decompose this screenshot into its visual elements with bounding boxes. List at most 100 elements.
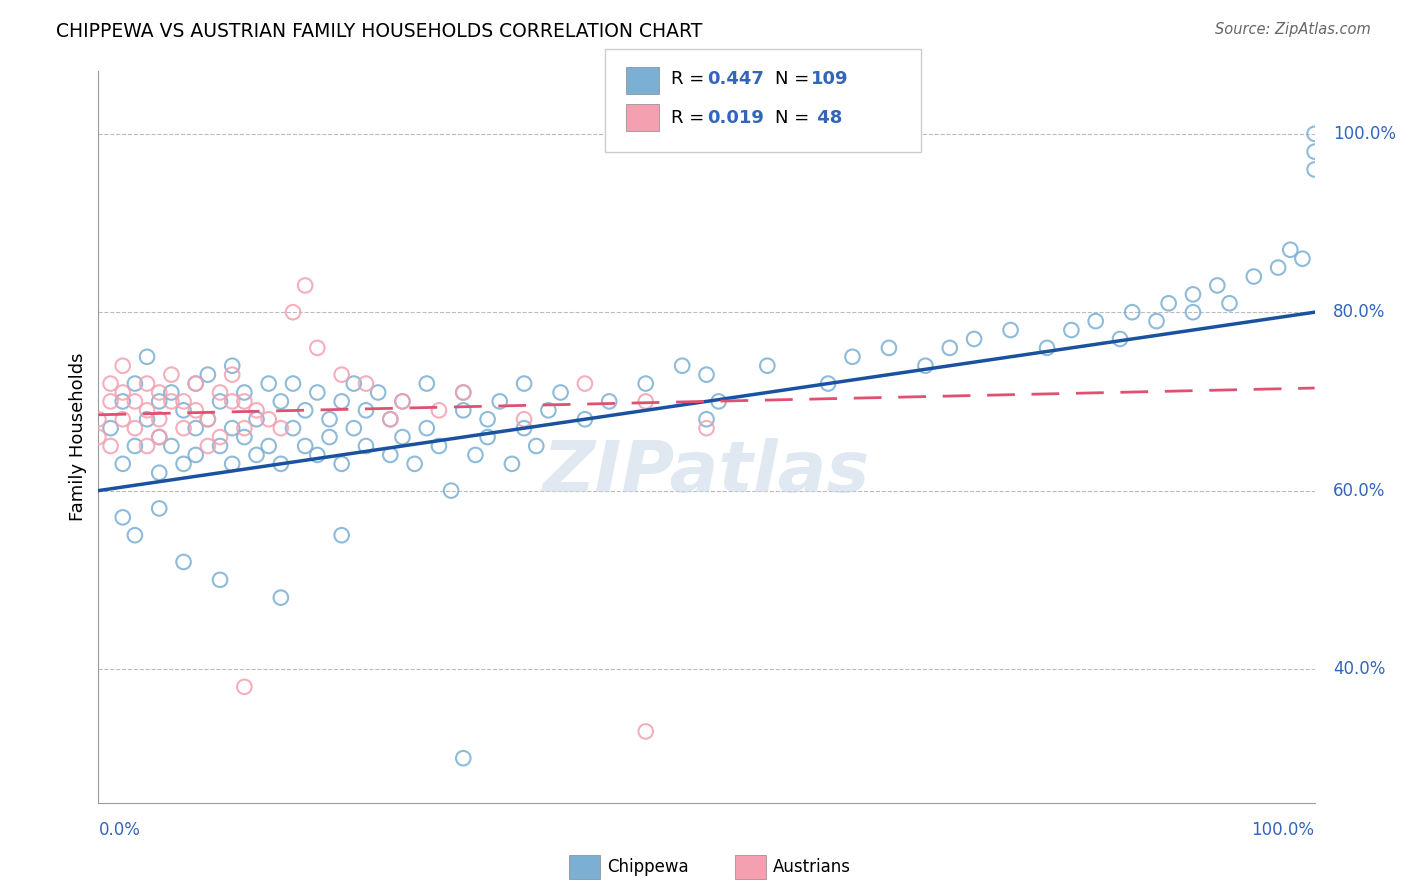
Text: Austrians: Austrians bbox=[773, 858, 851, 876]
Point bbox=[257, 412, 280, 426]
Point bbox=[245, 448, 267, 462]
Point bbox=[343, 376, 366, 391]
Point bbox=[1303, 145, 1326, 159]
Point bbox=[537, 403, 560, 417]
Point bbox=[221, 421, 243, 435]
Point bbox=[136, 412, 159, 426]
Point bbox=[501, 457, 523, 471]
Point bbox=[221, 368, 243, 382]
Point bbox=[148, 394, 170, 409]
Point bbox=[160, 385, 183, 400]
Point bbox=[1121, 305, 1143, 319]
Point bbox=[1000, 323, 1022, 337]
Point bbox=[233, 680, 256, 694]
Point bbox=[464, 448, 486, 462]
Point bbox=[453, 385, 475, 400]
Point bbox=[574, 376, 596, 391]
Point bbox=[233, 394, 256, 409]
Point bbox=[1084, 314, 1107, 328]
Point bbox=[294, 403, 316, 417]
Point bbox=[124, 439, 146, 453]
Point bbox=[354, 403, 377, 417]
Point bbox=[111, 359, 134, 373]
Text: 0.447: 0.447 bbox=[707, 70, 763, 88]
Point bbox=[1279, 243, 1302, 257]
Point bbox=[488, 394, 510, 409]
Point bbox=[440, 483, 463, 498]
Point bbox=[111, 394, 134, 409]
Text: R =: R = bbox=[671, 109, 710, 127]
Point bbox=[354, 439, 377, 453]
Point bbox=[877, 341, 900, 355]
Point bbox=[391, 430, 413, 444]
Text: 0.0%: 0.0% bbox=[98, 821, 141, 838]
Point bbox=[184, 448, 207, 462]
Point bbox=[1218, 296, 1240, 310]
Point bbox=[87, 430, 110, 444]
Point bbox=[197, 412, 219, 426]
Y-axis label: Family Households: Family Households bbox=[69, 353, 87, 521]
Point bbox=[87, 412, 110, 426]
Point bbox=[148, 412, 170, 426]
Text: 100.0%: 100.0% bbox=[1333, 125, 1396, 143]
Point bbox=[1291, 252, 1313, 266]
Point bbox=[453, 751, 475, 765]
Point bbox=[817, 376, 839, 391]
Point bbox=[1206, 278, 1229, 293]
Point bbox=[111, 385, 134, 400]
Point bbox=[1243, 269, 1265, 284]
Point bbox=[100, 439, 122, 453]
Point bbox=[574, 412, 596, 426]
Point bbox=[391, 394, 413, 409]
Point bbox=[136, 376, 159, 391]
Point bbox=[513, 412, 536, 426]
Point bbox=[404, 457, 426, 471]
Point bbox=[1182, 305, 1205, 319]
Point bbox=[221, 457, 243, 471]
Point bbox=[233, 385, 256, 400]
Point bbox=[963, 332, 986, 346]
Point bbox=[233, 421, 256, 435]
Point bbox=[124, 421, 146, 435]
Point bbox=[416, 376, 439, 391]
Point bbox=[184, 376, 207, 391]
Point bbox=[281, 376, 304, 391]
Point bbox=[756, 359, 779, 373]
Point bbox=[1182, 287, 1205, 301]
Point bbox=[1060, 323, 1083, 337]
Point bbox=[197, 439, 219, 453]
Point bbox=[160, 368, 183, 382]
Text: N =: N = bbox=[775, 109, 814, 127]
Point bbox=[148, 466, 170, 480]
Text: N =: N = bbox=[775, 70, 814, 88]
Point bbox=[391, 394, 413, 409]
Point bbox=[307, 448, 329, 462]
Point bbox=[598, 394, 620, 409]
Point bbox=[209, 439, 232, 453]
Text: ZIPatlas: ZIPatlas bbox=[543, 438, 870, 508]
Point bbox=[1157, 296, 1180, 310]
Point bbox=[100, 394, 122, 409]
Point bbox=[148, 385, 170, 400]
Point bbox=[184, 376, 207, 391]
Point bbox=[914, 359, 936, 373]
Point bbox=[245, 403, 267, 417]
Point bbox=[197, 368, 219, 382]
Point bbox=[634, 724, 657, 739]
Point bbox=[233, 430, 256, 444]
Point bbox=[270, 457, 292, 471]
Text: Chippewa: Chippewa bbox=[607, 858, 689, 876]
Point bbox=[111, 412, 134, 426]
Point bbox=[367, 385, 389, 400]
Point bbox=[453, 403, 475, 417]
Point bbox=[281, 421, 304, 435]
Point bbox=[354, 376, 377, 391]
Point bbox=[696, 421, 718, 435]
Point bbox=[173, 457, 195, 471]
Point bbox=[307, 341, 329, 355]
Point bbox=[330, 528, 353, 542]
Point bbox=[634, 394, 657, 409]
Point bbox=[173, 421, 195, 435]
Point bbox=[173, 394, 195, 409]
Point bbox=[209, 573, 232, 587]
